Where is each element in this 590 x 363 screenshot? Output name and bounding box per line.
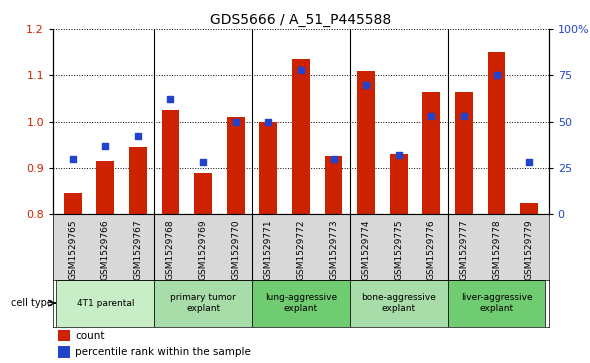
Bar <box>57 280 154 327</box>
Point <box>492 72 502 78</box>
Point <box>264 119 273 125</box>
Point <box>198 159 208 165</box>
Title: GDS5666 / A_51_P445588: GDS5666 / A_51_P445588 <box>210 13 392 26</box>
Point <box>166 97 175 102</box>
Bar <box>448 280 545 327</box>
Point <box>133 134 143 139</box>
Text: GSM1529775: GSM1529775 <box>394 219 403 280</box>
Text: GSM1529774: GSM1529774 <box>362 219 371 280</box>
Text: bone-aggressive
explant: bone-aggressive explant <box>361 293 436 313</box>
Text: GSM1529766: GSM1529766 <box>101 219 110 280</box>
Point <box>525 159 534 165</box>
Point <box>362 82 371 87</box>
Bar <box>422 91 440 214</box>
Bar <box>58 346 70 358</box>
Text: liver-aggressive
explant: liver-aggressive explant <box>461 293 532 313</box>
Text: GSM1529771: GSM1529771 <box>264 219 273 280</box>
Bar <box>252 280 350 327</box>
Text: primary tumor
explant: primary tumor explant <box>170 293 236 313</box>
Text: lung-aggressive
explant: lung-aggressive explant <box>265 293 337 313</box>
Text: GSM1529773: GSM1529773 <box>329 219 338 280</box>
Bar <box>58 330 70 341</box>
Bar <box>487 52 506 214</box>
Point <box>427 113 436 119</box>
Bar <box>520 203 538 214</box>
Text: count: count <box>76 331 105 341</box>
Text: GSM1529776: GSM1529776 <box>427 219 436 280</box>
Bar <box>64 193 81 214</box>
Bar <box>260 122 277 214</box>
Bar <box>357 71 375 214</box>
Bar <box>455 91 473 214</box>
Bar <box>350 280 448 327</box>
Bar <box>390 154 408 214</box>
Text: GSM1529779: GSM1529779 <box>525 219 533 280</box>
Text: GSM1529777: GSM1529777 <box>460 219 468 280</box>
Text: percentile rank within the sample: percentile rank within the sample <box>76 347 251 357</box>
Text: GSM1529772: GSM1529772 <box>296 219 306 280</box>
Point <box>329 156 338 162</box>
Text: GSM1529765: GSM1529765 <box>68 219 77 280</box>
Point <box>394 152 404 158</box>
Point <box>459 113 468 119</box>
Text: 4T1 parental: 4T1 parental <box>77 299 134 307</box>
Bar <box>162 110 179 214</box>
Bar <box>292 59 310 214</box>
Text: cell type: cell type <box>11 298 53 308</box>
Point <box>296 67 306 73</box>
Point <box>231 119 240 125</box>
Bar <box>96 161 114 214</box>
Point <box>100 143 110 148</box>
Bar <box>227 117 245 214</box>
Bar <box>324 156 342 214</box>
Text: GSM1529767: GSM1529767 <box>133 219 142 280</box>
Bar <box>154 280 252 327</box>
Text: GSM1529778: GSM1529778 <box>492 219 501 280</box>
Bar <box>194 172 212 214</box>
Bar <box>129 147 147 214</box>
Text: GSM1529769: GSM1529769 <box>199 219 208 280</box>
Point <box>68 156 77 162</box>
Text: GSM1529768: GSM1529768 <box>166 219 175 280</box>
Text: GSM1529770: GSM1529770 <box>231 219 240 280</box>
